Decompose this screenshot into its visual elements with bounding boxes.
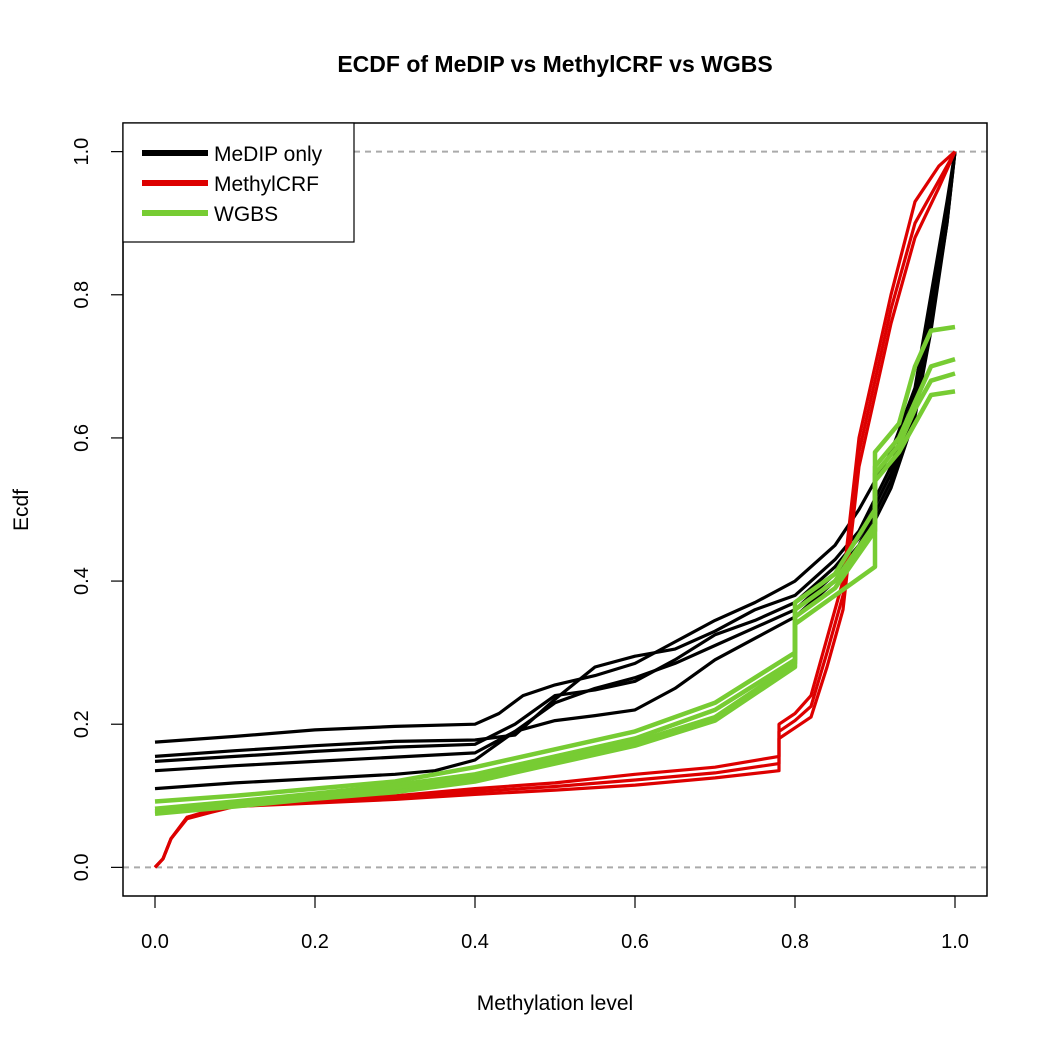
legend: MeDIP only MethylCRF WGBS	[122, 122, 355, 243]
series-line-wgbs-4	[154, 389, 956, 816]
x-tick-label-0: 0.0	[141, 931, 169, 953]
y-tick-label-0: 0.0	[71, 853, 93, 881]
series-line-methylcrf-3	[153, 150, 957, 869]
x-axis: 0.0 0.2 0.4 0.6 0.8 1.0	[141, 895, 969, 953]
y-tick-label-3: 0.6	[71, 424, 93, 452]
x-tick-label-3: 0.6	[621, 931, 649, 953]
legend-label-wgbs: WGBS	[214, 203, 278, 226]
y-tick-label-5: 1.0	[71, 138, 93, 166]
x-tick-label-2: 0.4	[461, 931, 489, 953]
legend-label-methylcrf: MethylCRF	[214, 173, 319, 196]
y-tick-label-4: 0.8	[71, 281, 93, 309]
x-tick-label-1: 0.2	[301, 931, 329, 953]
x-tick-label-5: 1.0	[941, 931, 969, 953]
y-tick-label-2: 0.4	[71, 567, 93, 595]
series-line-medip-only-1	[154, 151, 957, 744]
y-axis: 0.0 0.2 0.4 0.6 0.8 1.0	[71, 138, 124, 881]
series-layer	[153, 150, 957, 869]
y-tick-label-1: 0.2	[71, 710, 93, 738]
y-axis-label: Ecdf	[10, 489, 33, 531]
chart-title: ECDF of MeDIP vs MethylCRF vs WGBS	[337, 51, 772, 77]
x-tick-label-4: 0.8	[781, 931, 809, 953]
legend-label-medip: MeDIP only	[214, 143, 323, 166]
x-axis-label: Methylation level	[477, 992, 633, 1015]
